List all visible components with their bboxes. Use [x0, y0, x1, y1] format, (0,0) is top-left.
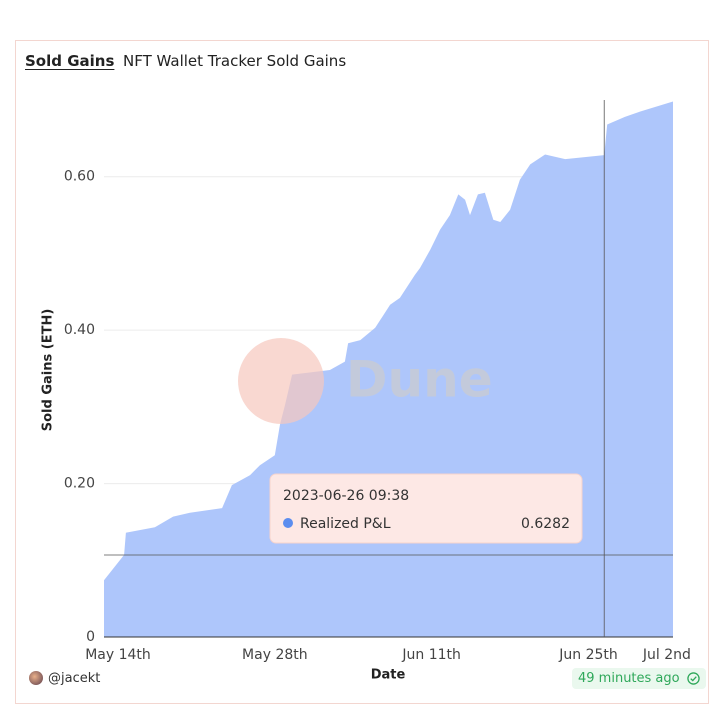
y-tick-label: 0	[86, 629, 95, 645]
avatar	[29, 671, 43, 685]
watermark-text: Dune	[346, 351, 493, 409]
watermark-logo	[238, 338, 324, 424]
tooltip-value: 0.6282	[521, 516, 570, 532]
x-tick-label: Jun 11th	[401, 647, 461, 663]
updated-text: 49 minutes ago	[578, 671, 680, 686]
y-tick-label: 0.20	[64, 476, 95, 492]
tooltip-date: 2023-06-26 09:38	[283, 488, 409, 504]
tab-title[interactable]: Sold Gains	[25, 52, 115, 70]
query-title: NFT Wallet Tracker Sold Gains	[123, 52, 347, 70]
tooltip: 2023-06-26 09:38 Realized P&L 0.6282	[269, 473, 583, 544]
tooltip-box	[269, 473, 583, 544]
y-axis-label: Sold Gains (ETH)	[41, 309, 56, 432]
x-tick-label: Jul 2nd	[642, 647, 691, 663]
x-tick-label: Jun 25th	[558, 647, 618, 663]
tooltip-series: Realized P&L	[300, 516, 391, 532]
tooltip-dot	[283, 518, 293, 528]
x-tick-label: May 28th	[242, 647, 308, 663]
watermark: Dune	[238, 338, 493, 424]
x-tick-label: May 14th	[85, 647, 151, 663]
x-axis-label: Date	[371, 668, 406, 683]
check-icon	[686, 672, 700, 685]
y-tick-label: 0.60	[64, 169, 95, 185]
y-tick-label: 0.40	[64, 322, 95, 338]
chart-card	[15, 40, 709, 704]
author[interactable]: @jacekt	[48, 671, 101, 686]
updated-badge: 49 minutes ago	[572, 668, 706, 689]
